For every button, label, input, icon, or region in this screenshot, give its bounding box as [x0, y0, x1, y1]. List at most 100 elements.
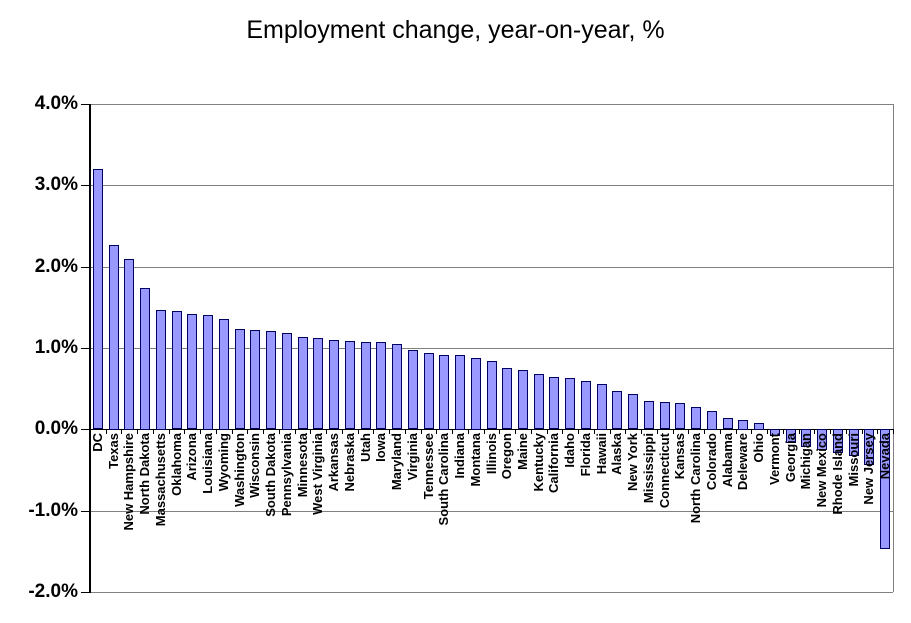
x-axis-label: Colorado	[704, 433, 719, 491]
x-axis-label: Louisiana	[200, 433, 215, 494]
bar	[172, 311, 182, 429]
y-axis-tick-label: 3.0%	[34, 174, 78, 195]
x-axis-label: Deleware	[735, 433, 750, 491]
x-axis-label: Rhode Island	[830, 433, 845, 515]
x-axis-tick	[814, 429, 815, 434]
x-axis-tick	[751, 429, 752, 434]
x-axis-tick	[641, 429, 642, 434]
bar	[628, 394, 638, 429]
bar	[660, 402, 670, 429]
x-axis-label: New York	[625, 433, 640, 492]
x-axis-tick	[295, 429, 296, 434]
x-axis-label: Connecticut	[657, 433, 672, 509]
bar	[770, 429, 780, 436]
x-axis-label: Pennsylvania	[279, 433, 294, 517]
x-axis-label: Michigan	[798, 433, 813, 490]
y-axis-tick	[81, 511, 89, 512]
x-axis-tick	[499, 429, 500, 434]
x-axis-tick	[625, 429, 626, 434]
bar	[187, 314, 197, 429]
x-axis-label: Texas	[106, 433, 121, 469]
x-axis-label: DC	[90, 433, 105, 452]
x-axis-label: Maryland	[389, 433, 404, 491]
bar	[644, 401, 654, 429]
x-axis-tick	[216, 429, 217, 434]
x-axis-tick	[688, 429, 689, 434]
x-axis-tick	[578, 429, 579, 434]
x-axis-label: Tennessee	[421, 433, 436, 500]
bar	[502, 368, 512, 429]
bar	[487, 361, 497, 429]
x-axis-label: Alaska	[609, 433, 624, 475]
x-axis-label: Maine	[515, 433, 530, 470]
x-axis-tick	[547, 429, 548, 434]
x-axis-label: Alabama	[720, 433, 735, 488]
x-axis-tick	[830, 429, 831, 434]
x-axis-label: Idaho	[562, 433, 577, 468]
bar	[849, 429, 859, 456]
bar	[880, 429, 890, 549]
y-axis-tick	[81, 348, 89, 349]
x-axis-tick	[862, 429, 863, 434]
bar	[424, 353, 434, 429]
x-axis-tick	[90, 429, 91, 434]
y-axis-line	[89, 104, 91, 593]
bar	[738, 420, 748, 430]
x-axis-label: New Hampshire	[121, 433, 136, 531]
y-gridline	[90, 267, 893, 268]
bar	[707, 411, 717, 430]
x-axis-tick	[877, 429, 878, 434]
x-axis-label: Arkansas	[326, 433, 341, 492]
y-axis-tick	[81, 592, 89, 593]
x-axis-label: Nevada	[877, 433, 892, 480]
x-axis-label: Indiana	[452, 433, 467, 479]
x-axis-label: Nebraska	[342, 433, 357, 492]
x-axis-tick	[121, 429, 122, 434]
bar	[723, 418, 733, 429]
bar	[392, 344, 402, 429]
x-axis-label: California	[546, 433, 561, 493]
x-axis-label: Vermont	[767, 433, 782, 486]
bar	[864, 429, 874, 465]
x-axis-tick	[389, 429, 390, 434]
x-axis-label: Illinois	[484, 433, 499, 475]
bar	[140, 288, 150, 430]
x-axis-label: Utah	[358, 433, 373, 462]
y-axis-tick-label: -1.0%	[28, 500, 78, 521]
x-axis-tick	[137, 429, 138, 434]
bar	[581, 381, 591, 429]
y-gridline	[90, 348, 893, 349]
bar	[786, 429, 796, 443]
x-axis-label: Massachusetts	[153, 433, 168, 527]
x-axis-label: Minnesota	[295, 433, 310, 498]
x-axis-tick	[310, 429, 311, 434]
bar	[156, 310, 166, 430]
y-gridline	[90, 104, 893, 105]
x-axis-tick	[531, 429, 532, 434]
bar	[376, 342, 386, 429]
bar	[250, 330, 260, 429]
x-axis-tick	[200, 429, 201, 434]
y-axis-tick-label: 2.0%	[34, 256, 78, 277]
x-axis-label: Wyoming	[216, 433, 231, 492]
x-axis-label: Florida	[578, 433, 593, 477]
bar	[549, 377, 559, 429]
x-axis-label: Kentucky	[531, 433, 546, 492]
x-axis-tick	[673, 429, 674, 434]
x-axis-tick	[405, 429, 406, 434]
y-gridline	[90, 592, 893, 593]
bar	[408, 350, 418, 429]
x-axis-tick	[169, 429, 170, 434]
x-axis-tick	[232, 429, 233, 434]
x-axis-tick	[247, 429, 248, 434]
bar	[235, 329, 245, 429]
y-gridline	[90, 185, 893, 186]
x-axis-label: Georgia	[783, 433, 798, 483]
bar	[282, 333, 292, 430]
x-axis-tick	[373, 429, 374, 434]
x-axis-label: Oregon	[499, 433, 514, 480]
x-axis-label: Kansas	[672, 433, 687, 480]
x-axis-label: Arizona	[184, 433, 199, 481]
x-axis-tick	[594, 429, 595, 434]
